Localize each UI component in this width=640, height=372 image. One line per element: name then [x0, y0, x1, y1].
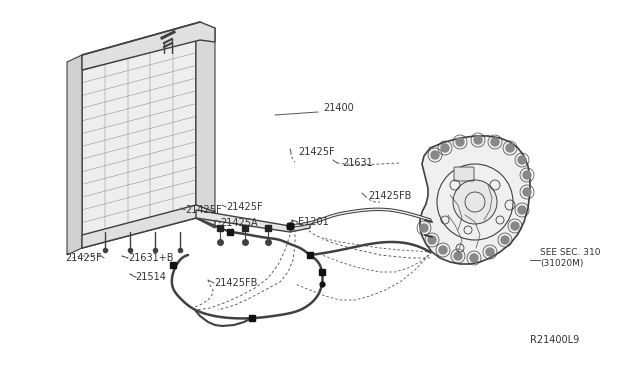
- Circle shape: [431, 151, 439, 159]
- Text: 21631: 21631: [342, 158, 372, 168]
- Circle shape: [501, 236, 509, 244]
- Text: 21425FB: 21425FB: [214, 278, 257, 288]
- Polygon shape: [82, 205, 215, 248]
- Text: 21425F: 21425F: [298, 147, 335, 157]
- Circle shape: [523, 171, 531, 179]
- Polygon shape: [196, 210, 310, 232]
- Circle shape: [523, 188, 531, 196]
- Circle shape: [456, 138, 464, 146]
- FancyBboxPatch shape: [454, 167, 474, 181]
- Text: 21514: 21514: [135, 272, 166, 282]
- Text: 21400: 21400: [323, 103, 354, 113]
- Text: 21631+B: 21631+B: [128, 253, 173, 263]
- Circle shape: [491, 138, 499, 146]
- Circle shape: [420, 224, 428, 232]
- Polygon shape: [420, 136, 530, 264]
- Circle shape: [518, 206, 526, 214]
- Circle shape: [439, 246, 447, 254]
- Circle shape: [453, 180, 497, 224]
- Text: E1201: E1201: [298, 217, 329, 227]
- Polygon shape: [67, 55, 82, 255]
- Circle shape: [454, 252, 462, 260]
- Text: 21425F: 21425F: [65, 253, 102, 263]
- Polygon shape: [82, 40, 196, 248]
- Circle shape: [511, 222, 519, 230]
- Circle shape: [518, 156, 526, 164]
- Circle shape: [441, 144, 449, 152]
- Text: 21425FB: 21425FB: [368, 191, 412, 201]
- Text: SEE SEC. 310
(31020M): SEE SEC. 310 (31020M): [540, 248, 600, 268]
- Circle shape: [474, 136, 482, 144]
- Text: 21425A: 21425A: [220, 218, 258, 228]
- Text: 21425F: 21425F: [185, 205, 221, 215]
- Text: 21425F: 21425F: [226, 202, 262, 212]
- Circle shape: [486, 248, 494, 256]
- Circle shape: [506, 144, 514, 152]
- Polygon shape: [82, 22, 215, 70]
- Polygon shape: [196, 28, 215, 212]
- Text: R21400L9: R21400L9: [530, 335, 579, 345]
- Circle shape: [428, 236, 436, 244]
- Circle shape: [470, 254, 478, 262]
